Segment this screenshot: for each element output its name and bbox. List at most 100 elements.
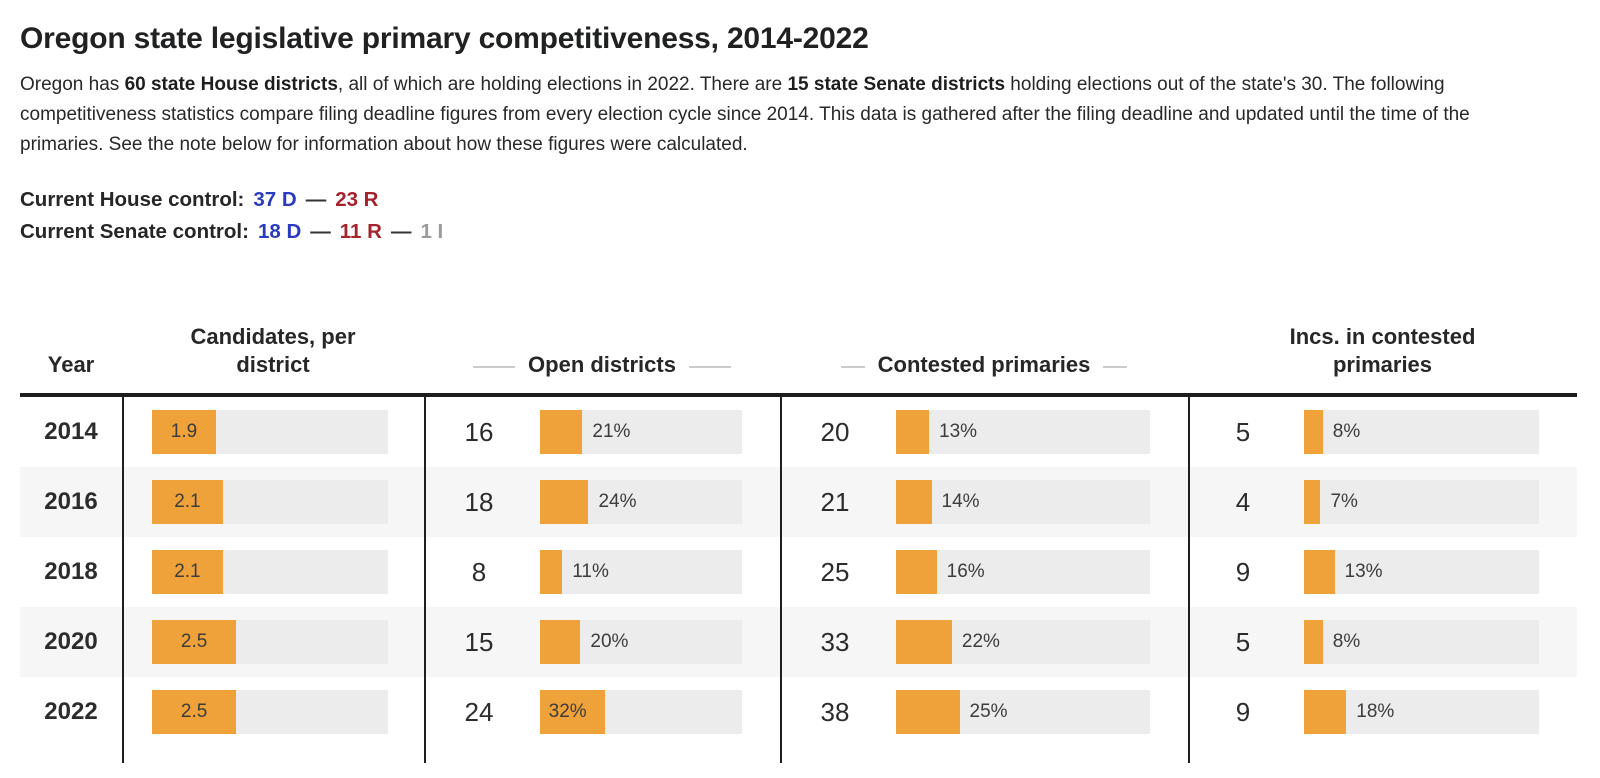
divider-extension-cell bbox=[424, 747, 780, 763]
open-districts-bar-fill bbox=[540, 690, 605, 734]
open-districts-cell: 24 32% bbox=[424, 677, 780, 747]
incs-contested-bar-fill bbox=[1304, 550, 1335, 594]
incs-contested-bar-track: 8% bbox=[1304, 410, 1539, 454]
table-row: 2020 2.5 15 20% 33 22% 5 8% bbox=[20, 607, 1577, 677]
col-header-incs-contested: Incs. in contested primaries bbox=[1188, 294, 1577, 393]
table-row: 2016 2.1 18 24% 21 14% 4 7% bbox=[20, 467, 1577, 537]
contested-primaries-cell: 20 13% bbox=[780, 397, 1188, 467]
candidates-bar-track: 2.1 bbox=[152, 550, 388, 594]
year-cell: 2018 bbox=[44, 558, 98, 585]
contested-primaries-bar-track: 13% bbox=[896, 410, 1150, 454]
incs-contested-cell: 5 8% bbox=[1188, 607, 1577, 677]
open-districts-bar-fill bbox=[540, 620, 581, 664]
col-header-open-districts-label: Open districts bbox=[528, 351, 676, 377]
contested-primaries-bar-track: 25% bbox=[896, 690, 1150, 734]
candidates-bar-label: 2.1 bbox=[174, 561, 201, 582]
control-part-red: 11 R bbox=[339, 220, 382, 243]
competitiveness-table: Year Candidates, per district Open distr… bbox=[20, 294, 1580, 763]
contested-primaries-bar-track: 22% bbox=[896, 620, 1150, 664]
year-cell: 2022 bbox=[44, 698, 98, 725]
candidates-cell: 2.5 bbox=[122, 607, 424, 677]
contested-primaries-cell: 33 22% bbox=[780, 607, 1188, 677]
contested-primaries-cell: 38 25% bbox=[780, 677, 1188, 747]
table-row: 2014 1.9 16 21% 20 13% 5 8% bbox=[20, 397, 1577, 467]
open-districts-count: 15 bbox=[464, 626, 494, 657]
incs-contested-bar-fill bbox=[1304, 410, 1323, 454]
open-districts-count: 24 bbox=[464, 696, 494, 727]
intro-text: Oregon has bbox=[20, 74, 125, 95]
divider-extension-cell bbox=[122, 747, 424, 763]
candidates-bar-track: 2.1 bbox=[152, 480, 388, 524]
incs-contested-cell: 4 7% bbox=[1188, 467, 1577, 537]
contested-primaries-bar-track: 14% bbox=[896, 480, 1150, 524]
senate-control-line: Current Senate control: 18 D — 11 R — 1 I bbox=[20, 216, 1580, 248]
table-bottom-extension bbox=[20, 747, 1577, 763]
incs-contested-bar-track: 8% bbox=[1304, 620, 1539, 664]
table-body: 2014 1.9 16 21% 20 13% 5 8% 2016 2.1 18 24% 21 14% 4 7%… bbox=[20, 393, 1577, 763]
col-header-incs-contested-label: Incs. in contested primaries bbox=[1289, 324, 1476, 377]
col-header-contested-primaries-label: Contested primaries bbox=[877, 351, 1091, 377]
incs-contested-bar-label: 18% bbox=[1356, 701, 1395, 722]
contested-primaries-cell: 25 16% bbox=[780, 537, 1188, 607]
contested-primaries-bar-fill bbox=[896, 620, 952, 664]
house-control-label: Current House control: bbox=[20, 188, 245, 211]
col-header-candidates-label: Candidates, per district bbox=[190, 324, 356, 377]
incs-contested-bar-label: 8% bbox=[1332, 631, 1361, 652]
contested-primaries-bar-label: 25% bbox=[969, 701, 1008, 722]
intro-bold-text: 15 state Senate districts bbox=[787, 74, 1006, 95]
control-part-dark: — bbox=[305, 188, 327, 211]
open-districts-bar-label: 32% bbox=[548, 701, 587, 722]
candidates-cell: 1.9 bbox=[122, 397, 424, 467]
house-control-values: 37 D — 23 R bbox=[244, 188, 378, 211]
senate-control-label: Current Senate control: bbox=[20, 220, 249, 243]
open-districts-count: 8 bbox=[471, 556, 487, 587]
incs-contested-bar-track: 13% bbox=[1304, 550, 1539, 594]
intro-text: holding elections out of the state's 30.… bbox=[20, 74, 1470, 155]
incs-contested-bar-label: 13% bbox=[1344, 561, 1383, 582]
chamber-control-summary: Current House control: 37 D —23 R Current … bbox=[20, 184, 1580, 248]
header-dash-right-icon bbox=[688, 366, 731, 368]
col-header-candidates: Candidates, per district bbox=[122, 294, 424, 393]
incs-contested-cell: 9 18% bbox=[1188, 677, 1577, 747]
contested-primaries-count: 21 bbox=[820, 486, 850, 517]
contested-primaries-bar-label: 14% bbox=[941, 491, 980, 512]
candidates-bar-track: 1.9 bbox=[152, 410, 388, 454]
candidates-bar-fill bbox=[152, 480, 223, 524]
contested-primaries-count: 33 bbox=[820, 626, 850, 657]
open-districts-cell: 16 21% bbox=[424, 397, 780, 467]
intro-paragraph: Oregon has 60 state House districts, all… bbox=[20, 70, 1520, 160]
senate-control-values: 18 D — 11 R — 1 I bbox=[249, 220, 443, 243]
header-dash-left-icon bbox=[840, 366, 865, 368]
divider-extension-cell bbox=[20, 747, 122, 763]
control-part-gray: 1 I bbox=[420, 220, 444, 243]
open-districts-bar-label: 11% bbox=[572, 561, 609, 582]
incs-contested-bar-track: 7% bbox=[1304, 480, 1539, 524]
year-cell: 2020 bbox=[44, 628, 98, 655]
contested-primaries-bar-label: 13% bbox=[939, 421, 978, 442]
candidates-bar-label: 2.5 bbox=[180, 701, 208, 722]
candidates-bar-label: 2.5 bbox=[180, 631, 208, 652]
header-dash-right-icon bbox=[1103, 366, 1128, 368]
contested-primaries-bar-label: 16% bbox=[946, 561, 985, 582]
incs-contested-cell: 5 8% bbox=[1188, 397, 1577, 467]
open-districts-bar-track: 21% bbox=[540, 410, 742, 454]
open-districts-bar-track: 24% bbox=[540, 480, 742, 524]
open-districts-bar-fill bbox=[540, 550, 563, 594]
incs-contested-bar-label: 8% bbox=[1332, 421, 1361, 442]
incs-contested-count: 5 bbox=[1235, 416, 1251, 447]
candidates-bar-fill bbox=[152, 550, 223, 594]
year-cell: 2016 bbox=[44, 488, 98, 515]
incs-contested-bar-fill bbox=[1304, 480, 1321, 524]
open-districts-bar-label: 20% bbox=[590, 631, 629, 652]
table-header-row: Year Candidates, per district Open distr… bbox=[20, 294, 1577, 393]
incs-contested-bar-fill bbox=[1304, 620, 1323, 664]
incs-contested-count: 9 bbox=[1235, 556, 1251, 587]
incs-contested-bar-label: 7% bbox=[1330, 491, 1358, 512]
open-districts-bar-label: 21% bbox=[592, 421, 631, 442]
candidates-cell: 2.5 bbox=[122, 677, 424, 747]
candidates-bar-fill bbox=[152, 410, 216, 454]
house-control-line: Current House control: 37 D — 23 R bbox=[20, 184, 1580, 216]
candidates-cell: 2.1 bbox=[122, 537, 424, 607]
intro-text: , all of which are holding elections in … bbox=[337, 74, 788, 95]
open-districts-cell: 15 20% bbox=[424, 607, 780, 677]
